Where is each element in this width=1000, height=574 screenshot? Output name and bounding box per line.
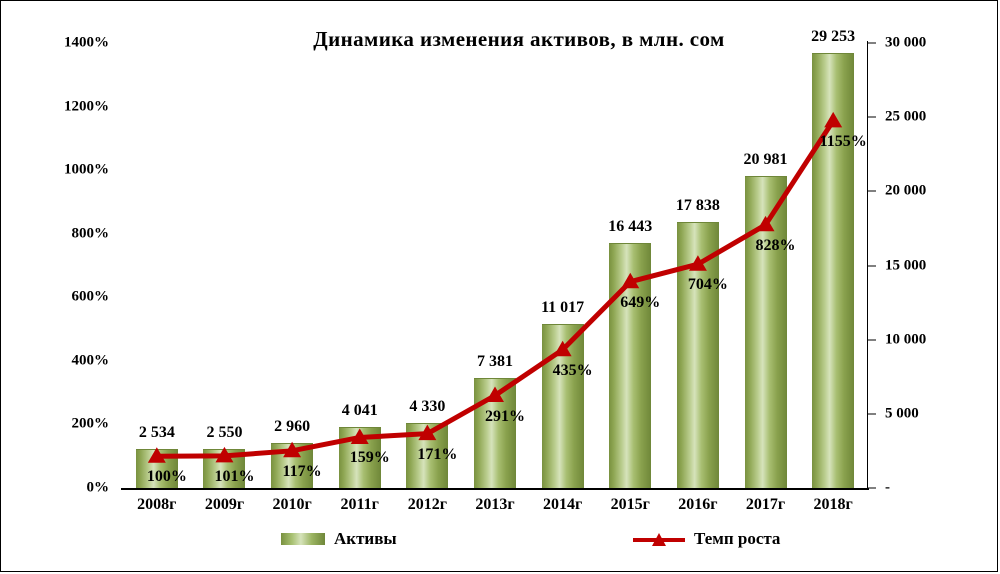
growth-value-label-2014г: 435% — [552, 361, 593, 379]
right-axis-tick-mark — [867, 42, 876, 44]
left-axis-tick-label: 0% — [86, 479, 110, 496]
right-axis-tick-label: 15 000 — [885, 257, 927, 273]
growth-value-label-2010г: 117% — [282, 462, 322, 480]
growth-value-label-2017г: 828% — [755, 236, 796, 254]
category-label-2017г: 2017г — [745, 496, 786, 513]
bar-value-label-2017г: 20 981 — [743, 150, 788, 168]
growth-value-label-2015г: 649% — [620, 293, 661, 311]
bar-value-label-2014г: 11 017 — [541, 298, 585, 316]
right-axis-tick-label: 10 000 — [885, 331, 927, 348]
growth-value-label-2012г: 171% — [417, 445, 458, 463]
growth-value-label-2011г: 159% — [349, 449, 390, 467]
bar-value-label-2011г: 4 041 — [341, 402, 378, 420]
left-axis-tick-label: 800% — [71, 225, 110, 242]
legend-swatch-bar-icon — [281, 533, 325, 545]
right-axis-tick-mark — [867, 190, 876, 192]
bar-2013г[interactable] — [474, 377, 516, 488]
category-label-2010г: 2010г — [272, 496, 312, 513]
right-axis-tick-mark — [867, 487, 876, 489]
bar-value-label-2009г: 2 550 — [206, 424, 243, 442]
right-axis-tick-mark — [867, 265, 876, 266]
category-label-2012г: 2012г — [407, 496, 447, 513]
left-axis-tick-label: 200% — [71, 415, 110, 432]
bar-2014г[interactable] — [541, 323, 584, 488]
category-label-2014г: 2014г — [542, 496, 583, 513]
plot-area: 0% 200% 400% 600% 800% 1000% 1200% 1400% - 5 000… — [64, 28, 926, 513]
right-axis-tick-mark — [867, 413, 876, 415]
left-axis-tick-label: 1000% — [64, 161, 109, 178]
left-axis-tick-label: 400% — [71, 352, 110, 369]
growth-value-label-2009г: 101% — [214, 467, 255, 485]
right-axis-tick-mark — [867, 116, 876, 118]
right-axis-tick-label: 20 000 — [885, 182, 927, 199]
legend-swatch-line-triangle-icon — [633, 532, 685, 546]
growth-value-label-2016г: 704% — [687, 276, 728, 294]
right-axis-tick-label: 5 000 — [885, 405, 919, 422]
left-axis-tick-label: 1400% — [64, 34, 109, 51]
category-label-2008г: 2008г — [137, 496, 177, 513]
left-axis-tick-label: 1200% — [64, 98, 109, 115]
chart-title: Динамика изменения активов, в млн. сом — [313, 27, 725, 51]
bar-value-label-2016г: 17 838 — [675, 197, 720, 215]
bar-2017г[interactable] — [744, 175, 787, 488]
bar-value-label-2013г: 7 381 — [477, 352, 513, 370]
category-label-2018г: 2018г — [813, 496, 853, 513]
growth-value-label-2008г: 100% — [146, 468, 187, 486]
bar-2018г[interactable] — [812, 53, 855, 488]
right-axis-tick-label: 30 000 — [885, 34, 927, 51]
right-axis-tick-label: 25 000 — [885, 108, 927, 125]
bar-value-label-2010г: 2 960 — [274, 418, 311, 436]
growth-value-label-2018г: 1155% — [819, 132, 867, 150]
legend-label-growth: Темп роста — [694, 529, 781, 548]
x-axis-line — [121, 488, 869, 490]
category-label-2015г: 2015г — [610, 496, 650, 513]
chart-legend: Активы Темп роста — [1, 529, 997, 557]
category-label-2013г: 2013г — [475, 496, 515, 513]
category-label-2011г: 2011г — [340, 496, 379, 513]
legend-item-assets[interactable]: Активы — [281, 529, 397, 549]
bar-2016г[interactable] — [676, 222, 719, 488]
category-label-2009г: 2009г — [204, 496, 245, 513]
bar-value-label-2018г: 29 253 — [811, 28, 856, 46]
legend-item-growth-rate[interactable]: Темп роста — [633, 529, 780, 549]
category-label-2016г: 2016г — [678, 496, 718, 513]
right-axis-tick-label: - — [885, 479, 890, 496]
right-axis-tick-mark — [867, 339, 876, 341]
growth-value-label-2013г: 291% — [485, 407, 525, 425]
bar-value-label-2008г: 2 534 — [138, 424, 175, 442]
bar-value-label-2012г: 4 330 — [409, 397, 446, 415]
bar-2015г[interactable] — [609, 243, 652, 488]
bar-value-label-2015г: 16 443 — [608, 218, 653, 236]
left-axis-tick-label: 600% — [71, 288, 110, 305]
legend-label-assets: Активы — [334, 529, 397, 548]
